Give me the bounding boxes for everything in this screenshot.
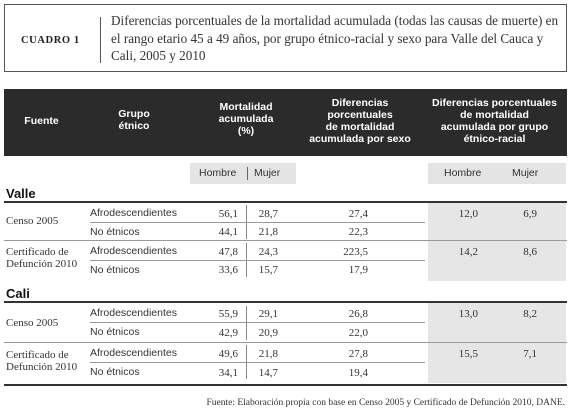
etn-mujer: 6,9 bbox=[523, 208, 537, 220]
etn-hombre: 14,2 bbox=[458, 246, 478, 258]
table-header: Fuente Grupo étnico Mortalidad acumulada… bbox=[4, 89, 567, 156]
fuente-cell: Certificado de Defunción 2010 bbox=[6, 349, 77, 373]
fuente-cell: Censo 2005 bbox=[6, 215, 59, 227]
mort-hombre: 34,1 bbox=[218, 367, 238, 379]
grupo-cell: Afrodescendientes bbox=[90, 307, 177, 319]
subheader-hombre: Hombre bbox=[199, 167, 237, 179]
header-mort-l1: Mortalidad bbox=[219, 101, 273, 113]
dif-sexo: 26,8 bbox=[348, 308, 368, 320]
fuente-cell: Certificado de Defunción 2010 bbox=[6, 246, 77, 270]
grupo-cell: No étnicos bbox=[90, 226, 140, 238]
fuente-line2: Defunción 2010 bbox=[6, 361, 78, 373]
subheader-mujer: Mujer bbox=[254, 167, 281, 179]
header-grupo: Grupo étnico bbox=[99, 108, 169, 132]
table-caption: CUADRO 1 Diferencias porcentuales de la … bbox=[4, 4, 567, 72]
header-dif-etnico: Diferencias porcentuales de mortalidad a… bbox=[422, 97, 567, 145]
grupo-cell: No étnicos bbox=[90, 264, 140, 276]
header-mortalidad: Mortalidad acumulada (%) bbox=[196, 101, 296, 137]
mort-hombre: 49,6 bbox=[218, 348, 238, 360]
subheader-mortalidad: Hombre Mujer bbox=[190, 163, 296, 184]
header-grupo-l2: étnico bbox=[118, 120, 150, 132]
etn-hombre: 12,0 bbox=[458, 208, 478, 220]
fuente-cell: Censo 2005 bbox=[6, 317, 59, 329]
header-dif-sexo-l3: de mortalidad bbox=[325, 121, 395, 133]
dif-sexo: 17,9 bbox=[348, 264, 368, 276]
etn-mujer: 8,6 bbox=[523, 246, 537, 258]
shade-etnico-valle bbox=[428, 203, 566, 281]
etn-hombre: 15,5 bbox=[458, 348, 478, 360]
subheader-etnico: Hombre Mujer bbox=[428, 163, 566, 184]
fuente-line1: Certificado de bbox=[6, 246, 69, 258]
dif-sexo: 27,8 bbox=[348, 348, 368, 360]
mort-hombre: 44,1 bbox=[218, 226, 238, 238]
header-dif-sexo-l4: acumulada por sexo bbox=[309, 133, 411, 145]
row-rule bbox=[90, 260, 425, 261]
grupo-cell: No étnicos bbox=[90, 366, 140, 378]
row-rule bbox=[90, 362, 425, 363]
header-dif-sexo-l2: porcentuales bbox=[327, 109, 393, 121]
header-fuente: Fuente bbox=[24, 115, 59, 127]
grupo-cell: Afrodescendientes bbox=[90, 347, 177, 359]
caption-divider bbox=[100, 17, 101, 63]
mort-mujer: 24,3 bbox=[258, 246, 278, 258]
mort-hombre: 56,1 bbox=[218, 208, 238, 220]
dif-sexo: 223,5 bbox=[343, 246, 368, 258]
grupo-cell: Afrodescendientes bbox=[90, 245, 177, 257]
header-mort-l3: (%) bbox=[237, 125, 255, 137]
fuente-line1: Certificado de bbox=[6, 349, 69, 361]
cuadro-label: CUADRO 1 bbox=[21, 35, 80, 46]
mort-mujer: 14,7 bbox=[258, 367, 278, 379]
header-dif-etn-l4: étnico-racial bbox=[463, 133, 526, 145]
etn-mujer: 7,1 bbox=[523, 348, 537, 360]
mort-hombre: 55,9 bbox=[218, 308, 238, 320]
etn-hombre: 13,0 bbox=[458, 308, 478, 320]
shade-etnico-cali bbox=[428, 303, 566, 383]
header-dif-etn-l3: acumulada por grupo bbox=[440, 121, 549, 133]
header-dif-sexo: Diferencias porcentuales de mortalidad a… bbox=[300, 97, 420, 145]
header-mort-l2: acumulada bbox=[218, 113, 274, 125]
section-rule bbox=[4, 301, 567, 303]
section-cali: Cali bbox=[6, 286, 30, 301]
dif-sexo: 27,4 bbox=[348, 208, 368, 220]
section-rule bbox=[4, 201, 567, 203]
fuente-line2: Defunción 2010 bbox=[6, 258, 78, 270]
mort-hombre: 42,9 bbox=[218, 327, 238, 339]
header-dif-sexo-l1: Diferencias bbox=[331, 97, 389, 109]
dif-sexo: 22,3 bbox=[348, 226, 368, 238]
grupo-cell: Afrodescendientes bbox=[90, 207, 177, 219]
mort-hombre: 33,6 bbox=[218, 264, 238, 276]
mort-mujer: 20,9 bbox=[258, 327, 278, 339]
mort-mujer: 15,7 bbox=[258, 264, 278, 276]
mort-hombre: 47,8 bbox=[218, 246, 238, 258]
mort-mujer: 21,8 bbox=[258, 348, 278, 360]
section-valle: Valle bbox=[6, 186, 36, 201]
row-rule bbox=[4, 240, 567, 241]
row-rule bbox=[90, 222, 425, 223]
dif-sexo: 19,4 bbox=[348, 367, 368, 379]
header-dif-etn-l2: de mortalidad bbox=[460, 109, 529, 121]
dif-sexo: 22,0 bbox=[348, 327, 368, 339]
header-dif-etn-l1: Diferencias porcentuales bbox=[432, 97, 557, 109]
subheader-separator bbox=[247, 167, 248, 180]
mort-mujer: 21,8 bbox=[258, 226, 278, 238]
row-rule bbox=[90, 322, 425, 323]
row-rule bbox=[4, 342, 567, 343]
table-bottom-rule bbox=[4, 384, 567, 386]
grupo-cell: No étnicos bbox=[90, 326, 140, 338]
header-grupo-l1: Grupo bbox=[118, 108, 150, 120]
etn-mujer: 8,2 bbox=[523, 308, 537, 320]
mort-mujer: 29,1 bbox=[258, 308, 278, 320]
mort-mujer: 28,7 bbox=[258, 208, 278, 220]
subheader-hombre-etn: Hombre bbox=[444, 167, 482, 179]
subheader-mujer-etn: Mujer bbox=[512, 167, 539, 179]
caption-title: Diferencias porcentuales de la mortalida… bbox=[111, 13, 559, 63]
source-footnote: Fuente: Elaboración propia con base en C… bbox=[206, 398, 565, 408]
col-separator bbox=[246, 306, 247, 340]
